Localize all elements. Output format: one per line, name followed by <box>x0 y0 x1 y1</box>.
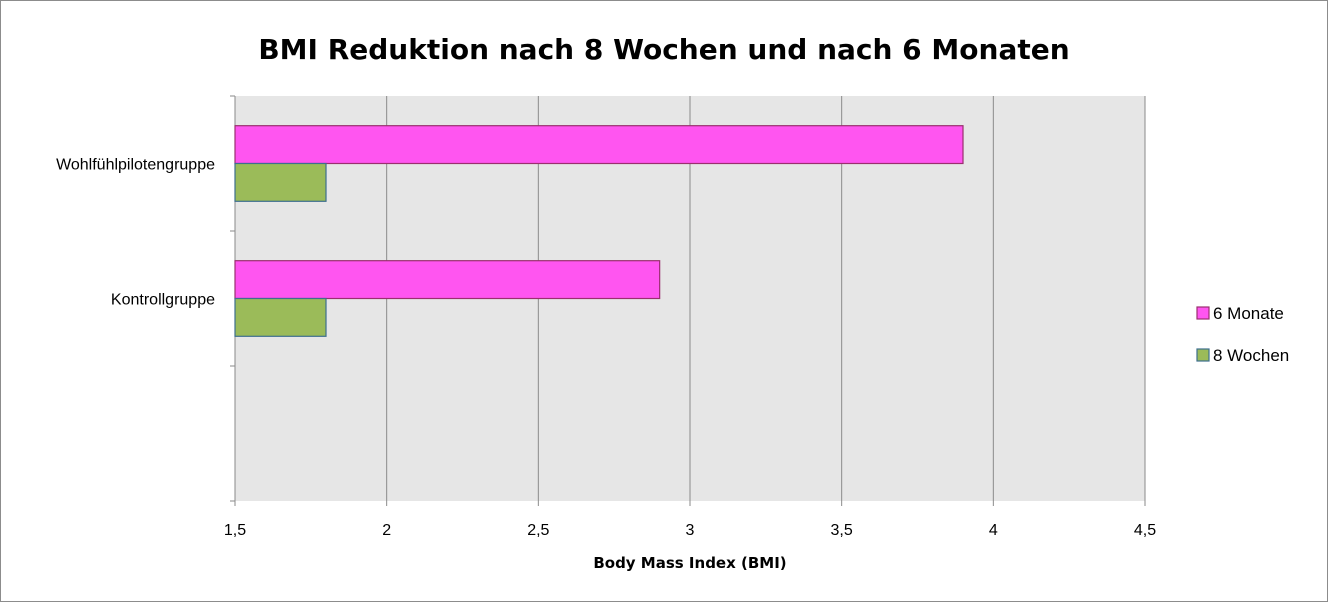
x-tick-label: 2,5 <box>527 522 549 539</box>
x-tick-label: 2 <box>382 522 391 539</box>
x-tick-label: 3 <box>686 522 695 539</box>
x-tick-label: 1,5 <box>224 522 246 539</box>
category-label: Wohlfühlpilotengruppe <box>56 157 215 174</box>
plot-area: 1,5 2 2,5 3 3,5 4 4,5 Wohlfühlpilotengruppe Kont… <box>56 95 1156 539</box>
legend-label: 8 Wochen <box>1213 346 1289 365</box>
legend-label: 6 Monate <box>1213 304 1284 323</box>
x-tick-label: 4 <box>989 522 998 539</box>
bar-eight-weeks-kontroll <box>234 297 327 337</box>
legend: 6 Monate 8 Wochen <box>1196 304 1289 365</box>
x-tick-label: 4,5 <box>1134 522 1156 539</box>
category-label: Kontrollgruppe <box>111 292 215 309</box>
legend-swatch <box>1196 306 1210 320</box>
x-tick-label: 3,5 <box>831 522 853 539</box>
bar-six-months-kontroll <box>234 260 661 300</box>
bar-six-months-wohlfuehl <box>234 125 964 165</box>
bar-eight-weeks-wohlfuehl <box>234 162 327 202</box>
x-axis-title: Body Mass Index (BMI) <box>593 554 786 572</box>
legend-swatch <box>1196 348 1210 362</box>
chart-title: BMI Reduktion nach 8 Wochen und nach 6 M… <box>258 33 1069 66</box>
